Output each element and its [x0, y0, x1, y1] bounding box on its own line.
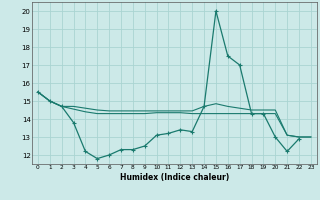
X-axis label: Humidex (Indice chaleur): Humidex (Indice chaleur) [120, 173, 229, 182]
